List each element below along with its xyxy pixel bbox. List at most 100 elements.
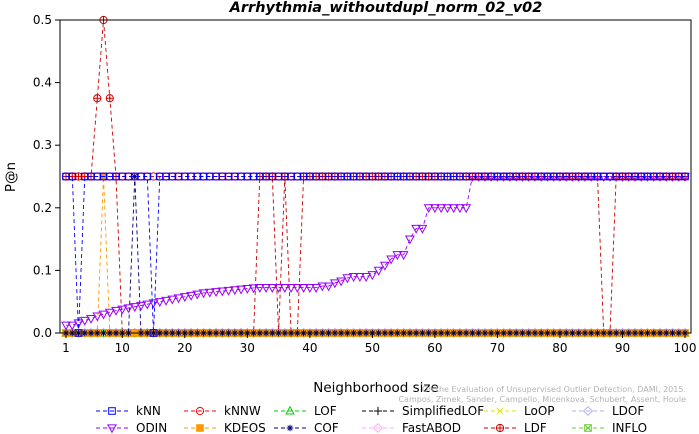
watermark-line-1: On the Evaluation of Unsupervised Outlie… [422, 385, 686, 394]
data-point-ODIN [223, 286, 234, 296]
data-point-ODIN [236, 285, 247, 295]
legend-marker [285, 405, 295, 415]
data-point-ODIN [98, 310, 109, 320]
data-point-ODIN [311, 284, 322, 293]
data-point-ODIN [286, 284, 297, 293]
data-point-ODIN [398, 251, 409, 261]
data-point-ODIN [429, 204, 440, 214]
data-point-ODIN [167, 295, 178, 305]
x-tick-label: 40 [302, 341, 317, 355]
data-point-ODIN [448, 204, 459, 214]
data-point-ODIN [123, 304, 134, 314]
data-point-kNN [681, 172, 689, 181]
data-point-ODIN [254, 284, 265, 293]
data-point-ODIN [417, 224, 428, 234]
data-point-ODIN [367, 271, 378, 281]
x-tick-label: 90 [615, 341, 630, 355]
data-point-COF [131, 173, 139, 180]
data-point-ODIN [273, 284, 284, 293]
data-point-ODIN [304, 284, 315, 293]
x-tick-label: 60 [427, 341, 442, 355]
legend-item-LOF: LOF [274, 404, 337, 418]
legend-marker [496, 407, 504, 415]
data-point-ODIN [436, 204, 447, 214]
data-point-ODIN [79, 316, 90, 326]
data-point-ODIN [379, 261, 390, 271]
data-point-ODIN [211, 288, 222, 298]
data-point-ODIN [86, 315, 96, 324]
data-point-ODIN [217, 287, 228, 297]
legend-label: FastABOD [402, 421, 461, 434]
series-ODIN [61, 172, 690, 331]
series-kNN [62, 172, 689, 337]
legend-item-SimplifiedLOF: SimplifiedLOF [362, 404, 484, 418]
data-point-kNN [143, 172, 152, 181]
x-tick-label: 1 [62, 341, 70, 355]
y-tick-label: 0.2 [33, 201, 52, 215]
data-point-kNNW [74, 172, 83, 181]
data-point-ODIN [104, 308, 115, 318]
data-point-ODIN [111, 306, 121, 316]
plot-series [60, 15, 691, 339]
data-point-ODIN [267, 284, 278, 293]
x-tick-label: 30 [240, 341, 255, 355]
data-point-ODIN [173, 294, 184, 304]
data-point-ODIN [442, 204, 453, 214]
legend-item-LDF: LDF [484, 421, 547, 434]
data-point-ODIN [229, 286, 240, 296]
x-axis: 1 10 20 30 40 50 60 70 80 90 100 [62, 333, 696, 355]
y-tick-label: 0.5 [33, 13, 52, 27]
data-point-ODIN [348, 273, 359, 282]
legend-label: kNNW [224, 404, 261, 418]
legend-label: INFLO [612, 421, 647, 434]
legend-marker [582, 405, 594, 417]
x-tick-label: 70 [490, 341, 505, 355]
data-point-ODIN [67, 321, 78, 331]
legend-item-FastABOD: FastABOD [362, 421, 461, 434]
data-point-ODIN [292, 284, 303, 293]
legend-marker [107, 424, 117, 434]
data-point-ODIN [186, 291, 196, 301]
data-point-ODIN [279, 284, 290, 293]
data-point-ODIN [129, 303, 140, 313]
data-point-ODIN [242, 284, 253, 294]
legend-item-INFLO: INFLO [572, 421, 647, 434]
data-point-ODIN [179, 293, 190, 303]
data-point-ODIN [454, 204, 465, 214]
data-point-ODIN [373, 266, 384, 276]
data-point-ODIN [329, 279, 340, 289]
data-point-ODIN [117, 305, 128, 315]
data-point-ODIN [342, 274, 353, 284]
series-line-COF [66, 176, 685, 334]
x-tick-label: 50 [365, 341, 380, 355]
data-point-ODIN [317, 282, 328, 292]
data-point-ODIN [354, 273, 365, 282]
data-point-ODIN [392, 251, 403, 261]
legend-item-KDEOS: KDEOS [184, 421, 266, 434]
data-point-ODIN [323, 282, 334, 292]
series-line-kNN [66, 176, 685, 334]
data-point-ODIN [361, 273, 372, 282]
data-point-ODIN [204, 288, 215, 298]
data-point-ODIN [73, 319, 84, 329]
data-point-ODIN [161, 296, 171, 306]
data-point-ODIN [298, 284, 309, 293]
data-point-kNN [68, 172, 77, 181]
data-point-ODIN [261, 284, 272, 293]
x-tick-label: 80 [552, 341, 567, 355]
legend-marker [286, 424, 294, 432]
x-tick-label: 100 [674, 341, 697, 355]
data-point-ODIN [404, 235, 415, 245]
data-point-ODIN [461, 204, 472, 214]
data-point-ODIN [386, 255, 397, 265]
plot-frame [59, 19, 692, 334]
y-axis: 0.0 0.1 0.2 0.3 0.4 0.5 [33, 13, 60, 340]
y-tick-label: 0.0 [33, 326, 52, 340]
data-point-LDF [105, 94, 114, 103]
legend-marker [195, 406, 205, 416]
data-point-ODIN [148, 299, 159, 309]
data-point-ODIN [411, 224, 422, 234]
legend-item-LDOF: LDOF [572, 404, 644, 418]
data-point-ODIN [198, 289, 209, 299]
